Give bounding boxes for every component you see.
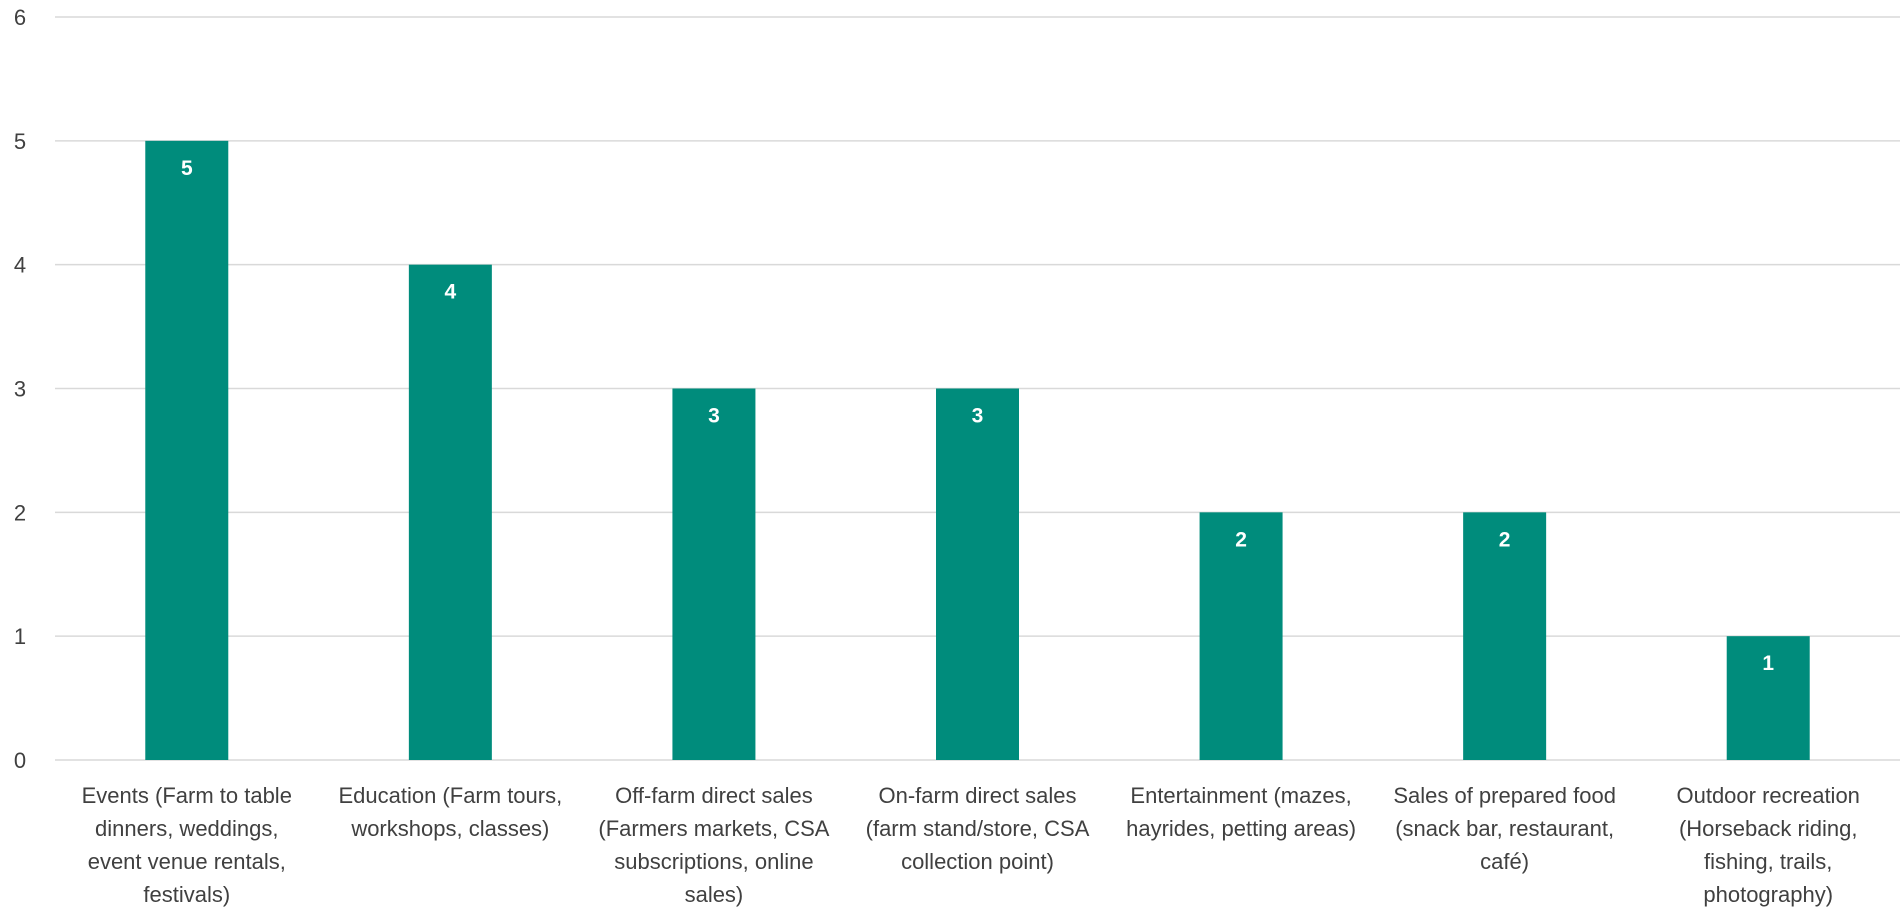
x-axis-categories: Events (Farm to table dinners, weddings, e… [82, 783, 1860, 907]
bar [936, 388, 1019, 760]
data-label: 2 [1235, 528, 1247, 551]
bar [408, 264, 492, 760]
y-tick-label: 0 [14, 748, 26, 773]
category-label: Events (Farm to table dinners, weddings, e… [82, 783, 292, 907]
category-label-line: (Farmers markets, CSA [598, 816, 829, 841]
bar [1463, 512, 1547, 760]
category-label-line: hayrides, petting areas) [1126, 816, 1356, 841]
y-tick-label: 1 [14, 624, 26, 649]
category-label-line: café) [1480, 849, 1529, 874]
category-label: On-farm direct sales (farm stand/store, C… [866, 783, 1090, 874]
y-axis-ticks: 0 1 2 3 4 5 6 [14, 5, 26, 773]
y-tick-label: 5 [14, 129, 26, 154]
category-label-line: Entertainment (mazes, [1130, 783, 1351, 808]
data-label: 3 [972, 405, 984, 428]
category-label-line: Sales of prepared food [1393, 783, 1616, 808]
category-label-line: workshops, classes) [350, 816, 549, 841]
data-labels: 5 4 3 3 2 2 1 [181, 157, 1774, 675]
bar [1199, 512, 1283, 760]
category-label: Entertainment (mazes, hayrides, petting a… [1126, 783, 1356, 841]
category-label-line: subscriptions, online [614, 849, 813, 874]
data-label: 2 [1499, 528, 1511, 551]
category-label-line: Off-farm direct sales [615, 783, 813, 808]
category-label: Education (Farm tours, workshops, classes… [338, 783, 562, 841]
bars [145, 140, 1810, 761]
category-label-line: Outdoor recreation [1676, 783, 1859, 808]
data-label: 3 [708, 405, 720, 428]
category-label-line: sales) [685, 882, 744, 907]
category-label-line: dinners, weddings, [95, 816, 278, 841]
category-label-line: collection point) [901, 849, 1054, 874]
category-label: Off-farm direct sales (Farmers markets, C… [598, 783, 829, 907]
category-label-line: On-farm direct sales [878, 783, 1076, 808]
category-label-line: event venue rentals, [88, 849, 286, 874]
y-tick-label: 4 [14, 253, 26, 278]
category-label-line: photography) [1703, 882, 1833, 907]
category-label: Sales of prepared food (snack bar, restau… [1393, 783, 1616, 874]
bar [145, 140, 229, 761]
category-label-line: (snack bar, restaurant, [1395, 816, 1614, 841]
y-tick-label: 2 [14, 500, 26, 525]
bar [672, 388, 756, 760]
bar [1726, 636, 1810, 760]
y-tick-label: 3 [14, 377, 26, 402]
category-label-line: Events (Farm to table [82, 783, 292, 808]
category-label: Outdoor recreation (Horseback riding, fish… [1676, 783, 1859, 907]
category-label-line: festivals) [143, 882, 230, 907]
data-label: 5 [181, 157, 193, 180]
category-label-line: (farm stand/store, CSA [866, 816, 1090, 841]
data-label: 4 [445, 281, 457, 304]
category-label-line: fishing, trails, [1704, 849, 1832, 874]
category-label-line: Education (Farm tours, [338, 783, 562, 808]
data-label: 1 [1762, 652, 1774, 675]
category-label-line: (Horseback riding, [1679, 816, 1858, 841]
y-tick-label: 6 [14, 5, 26, 30]
